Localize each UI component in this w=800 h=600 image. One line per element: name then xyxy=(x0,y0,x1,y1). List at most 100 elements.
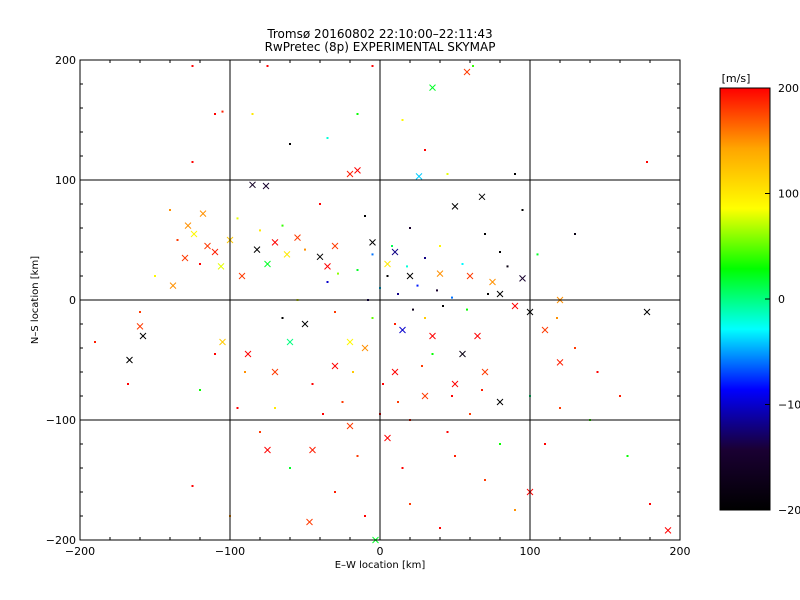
dot-marker xyxy=(424,317,426,319)
dot-marker xyxy=(514,173,516,175)
dot-marker xyxy=(127,383,129,385)
x-marker xyxy=(541,326,549,334)
x-axis-label: E–W location [km] xyxy=(335,560,426,571)
x-marker xyxy=(478,193,486,201)
x-marker xyxy=(219,338,226,346)
dot-marker xyxy=(446,173,449,175)
x-marker xyxy=(451,380,459,388)
x-marker xyxy=(643,308,651,316)
dot-marker xyxy=(401,467,404,469)
x-marker xyxy=(249,181,256,189)
x-marker xyxy=(324,263,331,270)
dot-marker xyxy=(619,395,621,397)
x-marker xyxy=(489,278,496,286)
dot-marker xyxy=(499,443,501,445)
x-marker xyxy=(283,251,291,258)
dot-marker xyxy=(439,527,441,529)
x-tick-label: 100 xyxy=(520,545,541,558)
dot-marker xyxy=(487,293,489,295)
dot-marker xyxy=(556,317,558,319)
x-marker xyxy=(271,239,279,246)
grid-lines xyxy=(80,60,680,540)
x-axis-ticks: −200 −100 0 100 200 xyxy=(65,60,691,558)
dot-marker xyxy=(371,65,374,67)
colorbar-label: [m/s] xyxy=(722,72,751,85)
x-marker xyxy=(309,446,316,454)
dot-marker xyxy=(424,257,426,259)
x-tick-label: −200 xyxy=(65,545,95,558)
dot-marker xyxy=(154,275,156,277)
dot-marker xyxy=(356,455,359,457)
dot-marker xyxy=(499,251,501,253)
dot-marker xyxy=(451,395,453,397)
dot-marker xyxy=(281,224,284,227)
x-marker xyxy=(244,350,252,358)
x-marker xyxy=(399,326,406,334)
dot-marker xyxy=(352,371,354,373)
dot-marker xyxy=(326,137,329,139)
colorbar-tick-label: −100 xyxy=(778,399,800,412)
colorbar-tick-label: −200 xyxy=(778,504,800,517)
x-marker xyxy=(466,272,474,280)
dot-marker xyxy=(266,65,269,67)
x-marker xyxy=(199,210,207,217)
y-axis-label: N–S location [km] xyxy=(30,256,41,344)
dot-marker xyxy=(356,269,359,271)
dot-marker xyxy=(259,431,261,433)
x-marker xyxy=(429,332,436,340)
dot-marker xyxy=(391,245,393,247)
dot-marker xyxy=(386,275,389,277)
x-marker xyxy=(511,302,519,310)
dot-marker xyxy=(356,113,359,115)
x-marker xyxy=(369,239,376,246)
dot-marker xyxy=(221,110,224,113)
dot-marker xyxy=(397,293,399,295)
x-marker xyxy=(346,338,354,346)
x-marker xyxy=(556,359,564,366)
x-tick-label: 200 xyxy=(670,545,691,558)
dot-marker xyxy=(281,317,284,319)
dot-marker xyxy=(334,491,336,493)
x-marker xyxy=(361,344,369,352)
dot-marker xyxy=(466,308,468,311)
x-marker xyxy=(264,446,271,454)
colorbar-tick-label: 100 xyxy=(778,188,799,201)
dot-marker xyxy=(559,407,561,409)
dot-marker xyxy=(304,248,306,251)
x-marker xyxy=(436,270,444,277)
dot-marker xyxy=(416,284,419,287)
dot-marker xyxy=(199,389,201,391)
dot-marker xyxy=(199,263,201,265)
x-marker xyxy=(354,167,361,174)
dot-marker xyxy=(397,401,399,403)
y-tick-label: −100 xyxy=(46,414,76,427)
dot-marker xyxy=(394,323,396,325)
dot-marker xyxy=(646,161,648,163)
colorbar xyxy=(719,87,771,511)
x-marker xyxy=(181,254,189,262)
dot-marker xyxy=(176,239,179,241)
x-marker xyxy=(346,170,354,178)
x-marker xyxy=(184,222,192,229)
x-marker xyxy=(331,362,339,370)
x-marker xyxy=(463,68,471,76)
dot-marker xyxy=(484,479,486,481)
x-marker xyxy=(519,275,526,282)
y-tick-label: 0 xyxy=(69,294,76,307)
dot-marker xyxy=(521,209,524,211)
x-marker xyxy=(346,422,354,430)
dot-marker xyxy=(311,383,314,385)
dot-marker xyxy=(484,233,486,235)
colorbar-ticks: 200 100 0 −100 −200 xyxy=(765,82,800,517)
y-tick-label: 100 xyxy=(55,174,76,187)
chart-title: Tromsø 20160802 22:10:00–22:11:43 xyxy=(266,27,492,41)
dot-marker xyxy=(431,353,434,355)
colorbar-tick-label: 0 xyxy=(778,293,785,306)
x-marker xyxy=(294,234,301,241)
x-marker xyxy=(664,527,672,534)
dot-marker xyxy=(371,253,374,256)
dot-marker xyxy=(412,308,414,311)
x-marker xyxy=(253,246,261,253)
x-marker xyxy=(421,392,429,400)
